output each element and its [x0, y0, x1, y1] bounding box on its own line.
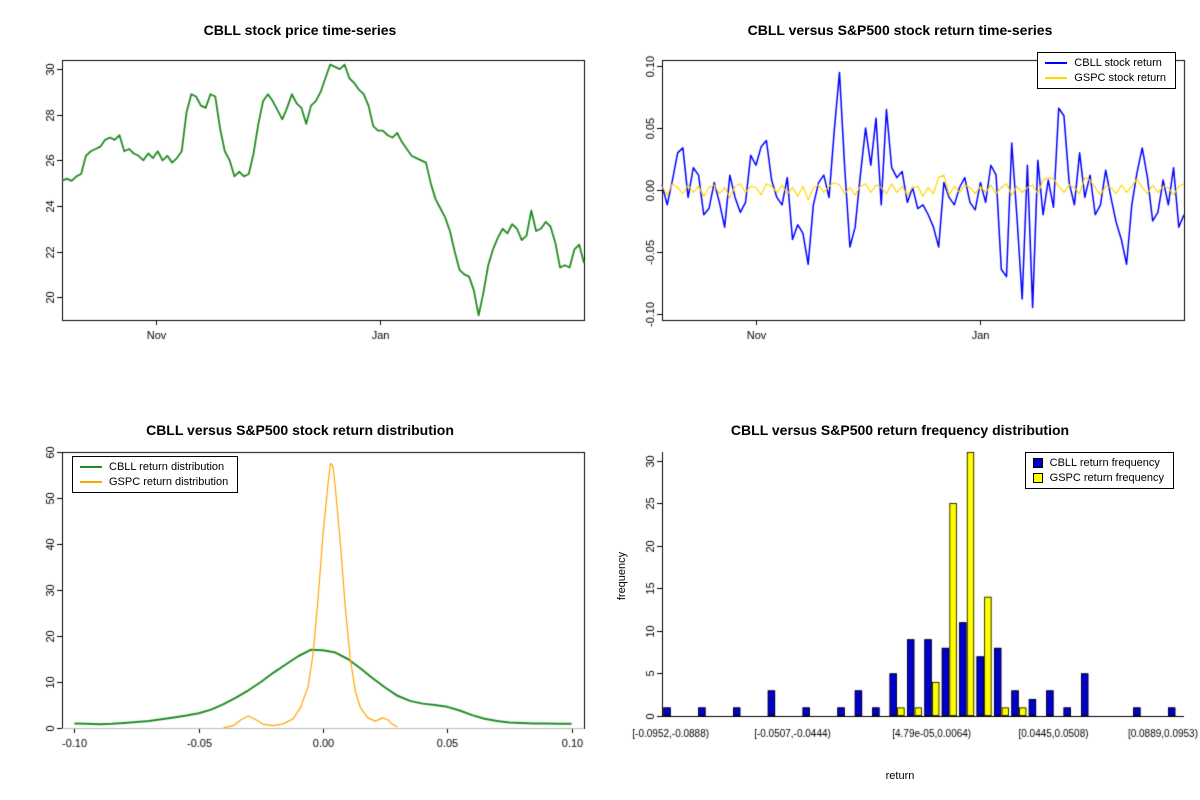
legend-item-gspc-return: GSPC stock return	[1045, 72, 1166, 84]
legend-label: CBLL return frequency	[1049, 457, 1160, 469]
legend-item-cbll-return: CBLL stock return	[1045, 57, 1166, 69]
panel-price-timeseries: CBLL stock price time-series	[0, 0, 600, 400]
distribution-legend: CBLL return distribution GSPC return dis…	[72, 456, 239, 493]
panel-return-frequency: CBLL versus S&P500 return frequency dist…	[600, 400, 1200, 800]
return-x-axis-label: return	[885, 770, 915, 782]
legend-label: CBLL return distribution	[109, 461, 225, 473]
gspc-distribution-line-swatch	[80, 481, 102, 483]
legend-item-cbll-frequency: CBLL return frequency	[1032, 457, 1164, 469]
panel-return-distribution: CBLL versus S&P500 stock return distribu…	[0, 400, 600, 800]
price-timeseries-canvas	[0, 0, 600, 400]
legend-label: CBLL stock return	[1074, 57, 1162, 69]
legend-item-gspc-frequency: GSPC return frequency	[1032, 472, 1164, 484]
legend-label: GSPC stock return	[1074, 72, 1166, 84]
legend-item-cbll-distribution: CBLL return distribution	[80, 461, 228, 473]
legend-label: GSPC return frequency	[1049, 472, 1164, 484]
cbll-distribution-line-swatch	[80, 466, 102, 468]
panel-return-timeseries: CBLL versus S&P500 stock return time-ser…	[600, 0, 1200, 400]
frequency-y-axis-label: frequency	[616, 551, 628, 601]
legend-label: GSPC return distribution	[109, 476, 229, 488]
gspc-return-line-swatch	[1045, 77, 1068, 79]
cbll-frequency-box-swatch	[1032, 458, 1043, 468]
cbll-return-line-swatch	[1045, 62, 1068, 64]
frequency-legend: CBLL return frequency GSPC return freque…	[1024, 452, 1174, 489]
gspc-frequency-box-swatch	[1032, 473, 1043, 483]
legend-item-gspc-distribution: GSPC return distribution	[80, 476, 228, 488]
returns-legend: CBLL stock return GSPC stock return	[1037, 52, 1176, 89]
